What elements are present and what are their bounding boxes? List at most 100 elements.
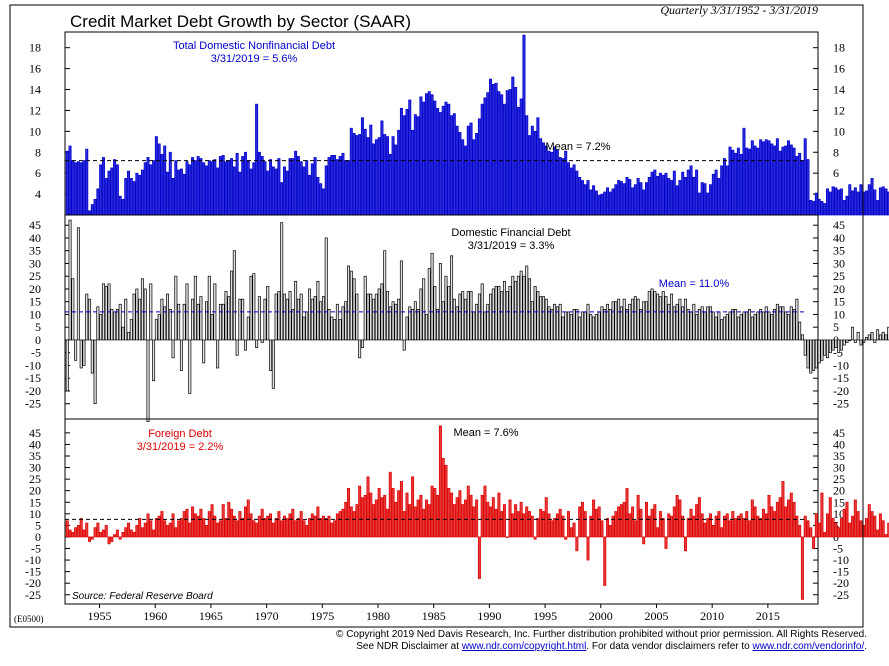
bar (230, 270, 234, 341)
bar (168, 151, 172, 216)
bar (344, 160, 348, 216)
bar (600, 306, 604, 341)
bar (101, 157, 105, 216)
bar (594, 314, 598, 341)
bar (823, 203, 827, 216)
bar (218, 303, 222, 341)
bar (706, 192, 710, 216)
bar (633, 520, 637, 538)
bar (639, 309, 643, 341)
bar (316, 177, 320, 216)
bar (748, 520, 752, 538)
bar (124, 178, 128, 216)
bar (313, 296, 317, 341)
bar (789, 144, 793, 216)
bar (851, 190, 855, 216)
bar (770, 314, 774, 341)
bar (756, 515, 760, 538)
bar (837, 527, 841, 538)
bar (422, 278, 426, 341)
bar (160, 511, 164, 538)
bar (79, 339, 83, 369)
bar (806, 339, 810, 369)
bar (764, 139, 768, 216)
bar (402, 511, 406, 538)
bar (773, 309, 777, 341)
bar (856, 191, 860, 216)
ytick-label-right: 25 (833, 472, 845, 486)
bar (764, 513, 768, 538)
bar (232, 250, 236, 341)
bar (308, 288, 312, 341)
bar (71, 278, 75, 341)
bar (82, 339, 86, 366)
bar (374, 499, 378, 538)
bar (675, 185, 679, 216)
bar (76, 227, 80, 341)
bar (174, 160, 178, 216)
bar (528, 511, 532, 538)
bar (806, 520, 810, 538)
panel-1: -25-25-20-20-15-15-10-10-5-5005510101515… (25, 214, 889, 422)
ytick-label-right: 35 (833, 449, 845, 463)
bar (160, 153, 164, 216)
bar (686, 169, 690, 216)
bar (436, 107, 440, 216)
bar (430, 485, 434, 538)
ytick-label-right: -10 (833, 553, 849, 567)
bar (113, 311, 117, 341)
ytick-label-left: 45 (29, 218, 41, 232)
ytick-label-left: -5 (31, 542, 41, 556)
bar (466, 485, 470, 538)
bar (202, 339, 206, 364)
bar (85, 148, 89, 216)
bar (444, 275, 448, 341)
bar (522, 275, 526, 341)
disclaimer-text-2: . For data vendor disclaimers refer to (586, 641, 753, 652)
bar (327, 309, 331, 341)
bar (672, 170, 676, 216)
bar (644, 182, 648, 216)
bar (132, 531, 136, 538)
bar (667, 178, 671, 216)
copyright-text: © Copyright 2019 Ned Davis Research, Inc… (336, 629, 867, 640)
bar (664, 172, 668, 216)
bar (775, 501, 779, 538)
bar (720, 319, 724, 341)
bar (121, 198, 125, 216)
bar (140, 527, 144, 538)
bar (650, 508, 654, 538)
bar (408, 306, 412, 341)
bar (96, 522, 100, 538)
bar (246, 316, 250, 341)
bar (321, 515, 325, 538)
bar (592, 499, 596, 538)
bar (302, 520, 306, 538)
bar (759, 139, 763, 216)
bar (383, 250, 387, 341)
bar (316, 506, 320, 538)
xtick-label: 1960 (143, 609, 167, 623)
bar (419, 288, 423, 341)
bar (514, 504, 518, 538)
disclaimer-line: See NDR Disclaimer at www.ndr.com/copyri… (356, 641, 867, 652)
bar (814, 339, 818, 369)
bar (388, 306, 392, 341)
bar (759, 309, 763, 341)
bar (76, 525, 80, 538)
bar (619, 504, 623, 538)
bar (550, 151, 554, 216)
ytick-label-right: 6 (833, 166, 839, 180)
bar (489, 506, 493, 538)
bar (820, 201, 824, 216)
vendorinfo-link[interactable]: www.ndr.com/vendorinfo/ (752, 641, 865, 652)
bar (530, 125, 534, 216)
bar (572, 522, 576, 538)
xtick-label: 1980 (366, 609, 390, 623)
bar (681, 515, 685, 538)
bar (205, 301, 208, 341)
copyright-link[interactable]: www.ndr.com/copyright.html (461, 641, 587, 652)
bar (736, 147, 740, 216)
ytick-label-right: 20 (833, 484, 845, 498)
bar (115, 164, 119, 216)
